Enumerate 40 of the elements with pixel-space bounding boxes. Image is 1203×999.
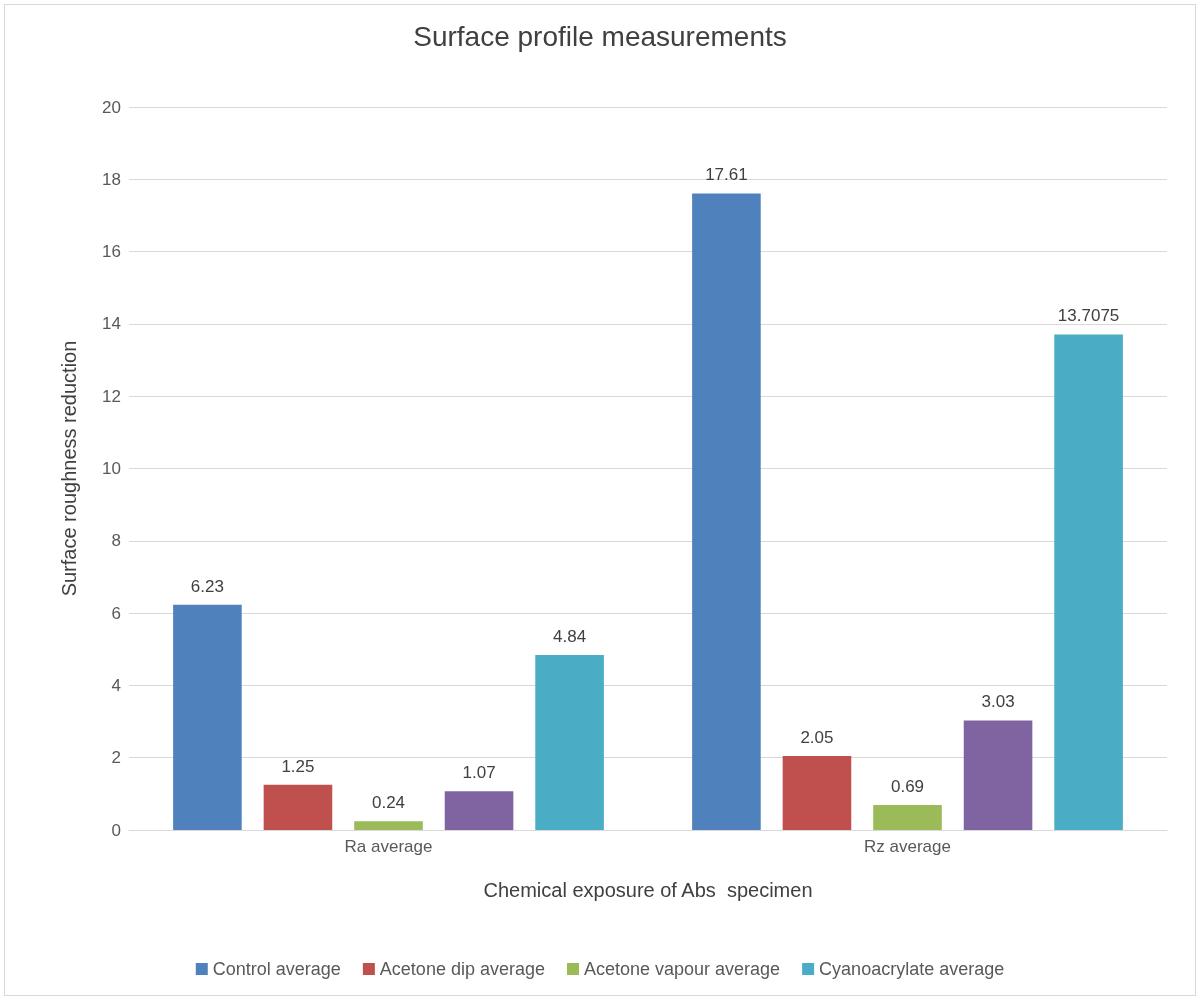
legend-label: Cyanoacrylate average: [819, 959, 1005, 979]
y-tick-label: 2: [111, 748, 121, 768]
data-label: 17.61: [705, 165, 748, 185]
data-label: 3.03: [981, 692, 1015, 712]
x-tick-label: Rz average: [864, 837, 951, 856]
y-tick-label: 6: [111, 603, 121, 623]
data-label: 1.07: [462, 763, 496, 783]
bar: [963, 720, 1033, 830]
y-tick-label: 14: [102, 314, 121, 334]
bar: [263, 784, 333, 830]
data-label: 1.25: [281, 756, 315, 776]
bar: [692, 193, 761, 830]
y-tick-label: 4: [111, 675, 121, 695]
bar: [535, 655, 604, 830]
bar: [444, 791, 514, 830]
x-tick-label: Ra average: [344, 837, 433, 856]
legend-label: Acetone dip average: [379, 959, 545, 979]
bar: [354, 821, 423, 830]
x-axis-title: Chemical exposure of Abs specimen: [483, 879, 813, 901]
y-tick-label: 16: [102, 242, 121, 262]
y-tick-label: 12: [102, 386, 121, 406]
y-tick-label: 8: [111, 531, 121, 551]
data-label: 4.84: [553, 627, 587, 647]
data-label: 0.24: [371, 793, 406, 813]
chart-title: Surface profile measurements: [413, 20, 787, 52]
y-axis-title: Surface roughness reduction: [58, 340, 80, 597]
data-label: 13.7075: [1057, 306, 1120, 326]
y-tick-label: 18: [102, 169, 121, 189]
legend-label: Control average: [212, 959, 341, 979]
data-label: 0.69: [890, 777, 925, 797]
data-label: 6.23: [190, 576, 224, 596]
bar: [873, 805, 942, 830]
y-tick-label: 20: [102, 97, 121, 117]
legend-label: Acetone vapour average: [583, 959, 781, 979]
bar: [782, 755, 852, 830]
y-tick-label: 10: [102, 459, 121, 478]
bar: [173, 604, 242, 830]
y-tick-label: 0: [111, 820, 121, 840]
bar: [1054, 334, 1123, 830]
data-label: 2.05: [800, 727, 834, 747]
